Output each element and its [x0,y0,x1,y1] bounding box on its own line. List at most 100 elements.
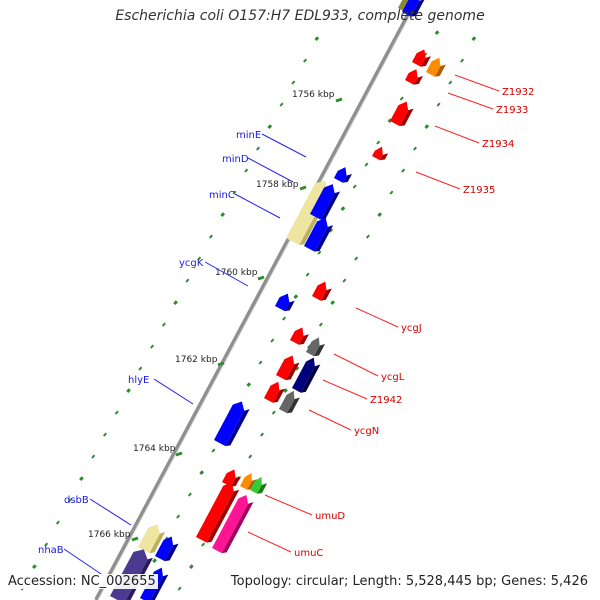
gene-label-z1935: Z1935 [463,185,495,196]
tick-mark [259,432,264,437]
gene-ycgl [306,337,325,357]
tick-mark [138,366,143,371]
gene-label-hlye: hlyE [128,375,149,386]
tick-mark [318,322,323,327]
gene-label-z1942: Z1942 [370,395,402,406]
leader-line-z1942 [322,379,368,400]
tick-mark [342,278,347,283]
gene-ycgj [312,281,332,301]
tick-mark [211,448,216,453]
gene-dsbb-b [155,536,179,562]
tick-mark [232,190,237,195]
scale-label: 1760 kbp [215,268,258,278]
tick-mark [176,514,181,519]
gene-umuc-red [196,482,240,543]
scale-label: 1762 kbp [175,355,218,365]
tick-mark [401,168,406,173]
gene-umud-b [250,476,268,494]
tick-mark [161,322,166,327]
accession-label: Accession: NC_002655 [6,574,158,589]
gene-z1935 [372,146,389,161]
gene-z1933 [405,69,423,85]
gene-label-z1934: Z1934 [482,139,514,150]
leader-line-ycgk [204,261,249,287]
leader-line-ycgj [355,307,399,328]
tick-mark [270,338,275,343]
tick-mark [282,316,287,321]
leader-line-ycgl [333,353,379,377]
tick-mark [44,542,49,547]
gene-label-ycgj: ycgJ [401,323,422,334]
scale-tick [217,361,225,367]
leader-line-minc [234,193,281,219]
gene-top-blue [402,0,425,17]
tick-mark [173,300,178,305]
tick-mark [352,184,357,189]
gene-ycgn [279,390,300,414]
leader-line-ycgn [308,409,352,431]
tick-mark [150,344,155,349]
gene-label-umuc: umuC [294,548,323,559]
gene-mine [334,167,352,183]
tick-mark [246,382,252,387]
scale-tick [175,451,183,457]
tick-mark [189,564,194,569]
gene-z1934 [390,101,414,127]
tick-mark [291,80,296,85]
gene-label-ycgn: ycgN [354,426,379,437]
tick-mark [377,212,383,217]
gene-label-z1932: Z1932 [502,87,534,98]
scale-tick [131,536,139,542]
leader-line-z1933 [447,92,494,110]
leader-line-nhab [63,548,108,579]
gene-label-dsbb: dsbB [64,495,89,506]
tick-mark [303,58,308,63]
leader-line-mine [261,133,307,158]
tick-mark [271,410,276,415]
tick-mark [330,300,335,305]
tick-mark [365,234,370,239]
tick-mark [340,206,346,211]
tick-mark [279,102,284,107]
tick-mark [471,36,477,41]
scale-label: 1766 kbp [88,530,131,540]
tick-mark [293,294,299,299]
tick-mark [79,476,84,481]
leader-line-mind [247,157,294,183]
gene-dsbb [138,524,166,554]
tick-mark [256,146,260,151]
tick-mark [314,36,320,41]
gene-umud-a [222,469,241,487]
gene-umuc [212,494,254,554]
scale-tick [335,97,343,103]
gene-ycgn-a [264,381,285,403]
tick-mark [126,388,131,393]
tick-mark [185,278,190,283]
leader-line-z1934 [434,125,480,144]
gene-label-z1933: Z1933 [496,105,528,116]
tick-mark [258,360,263,365]
tick-mark [197,256,202,261]
scale-label: 1758 kbp [256,180,299,190]
gene-mind [310,184,341,220]
tick-mark [295,366,300,371]
gene-label-mine: minE [236,130,261,141]
leader-line-z1935 [415,171,461,190]
tick-mark [329,228,334,233]
gene-label-mind: minD [222,154,249,165]
scale-label: 1764 kbp [133,444,176,454]
tick-mark [201,542,206,547]
tick-mark [32,564,37,569]
tick-mark [424,124,430,129]
tick-mark [460,58,465,63]
tick-mark [434,30,440,35]
tick-mark [305,272,310,277]
gene-ycgl-a [290,327,309,345]
tick-mark [177,586,182,591]
gene-label-umud: umuD [315,511,345,522]
gene-z1932b [426,57,446,77]
tick-mark [389,190,394,195]
tick-mark [187,492,192,497]
topology-label: Topology: circular; Length: 5,528,445 bp… [228,574,590,589]
